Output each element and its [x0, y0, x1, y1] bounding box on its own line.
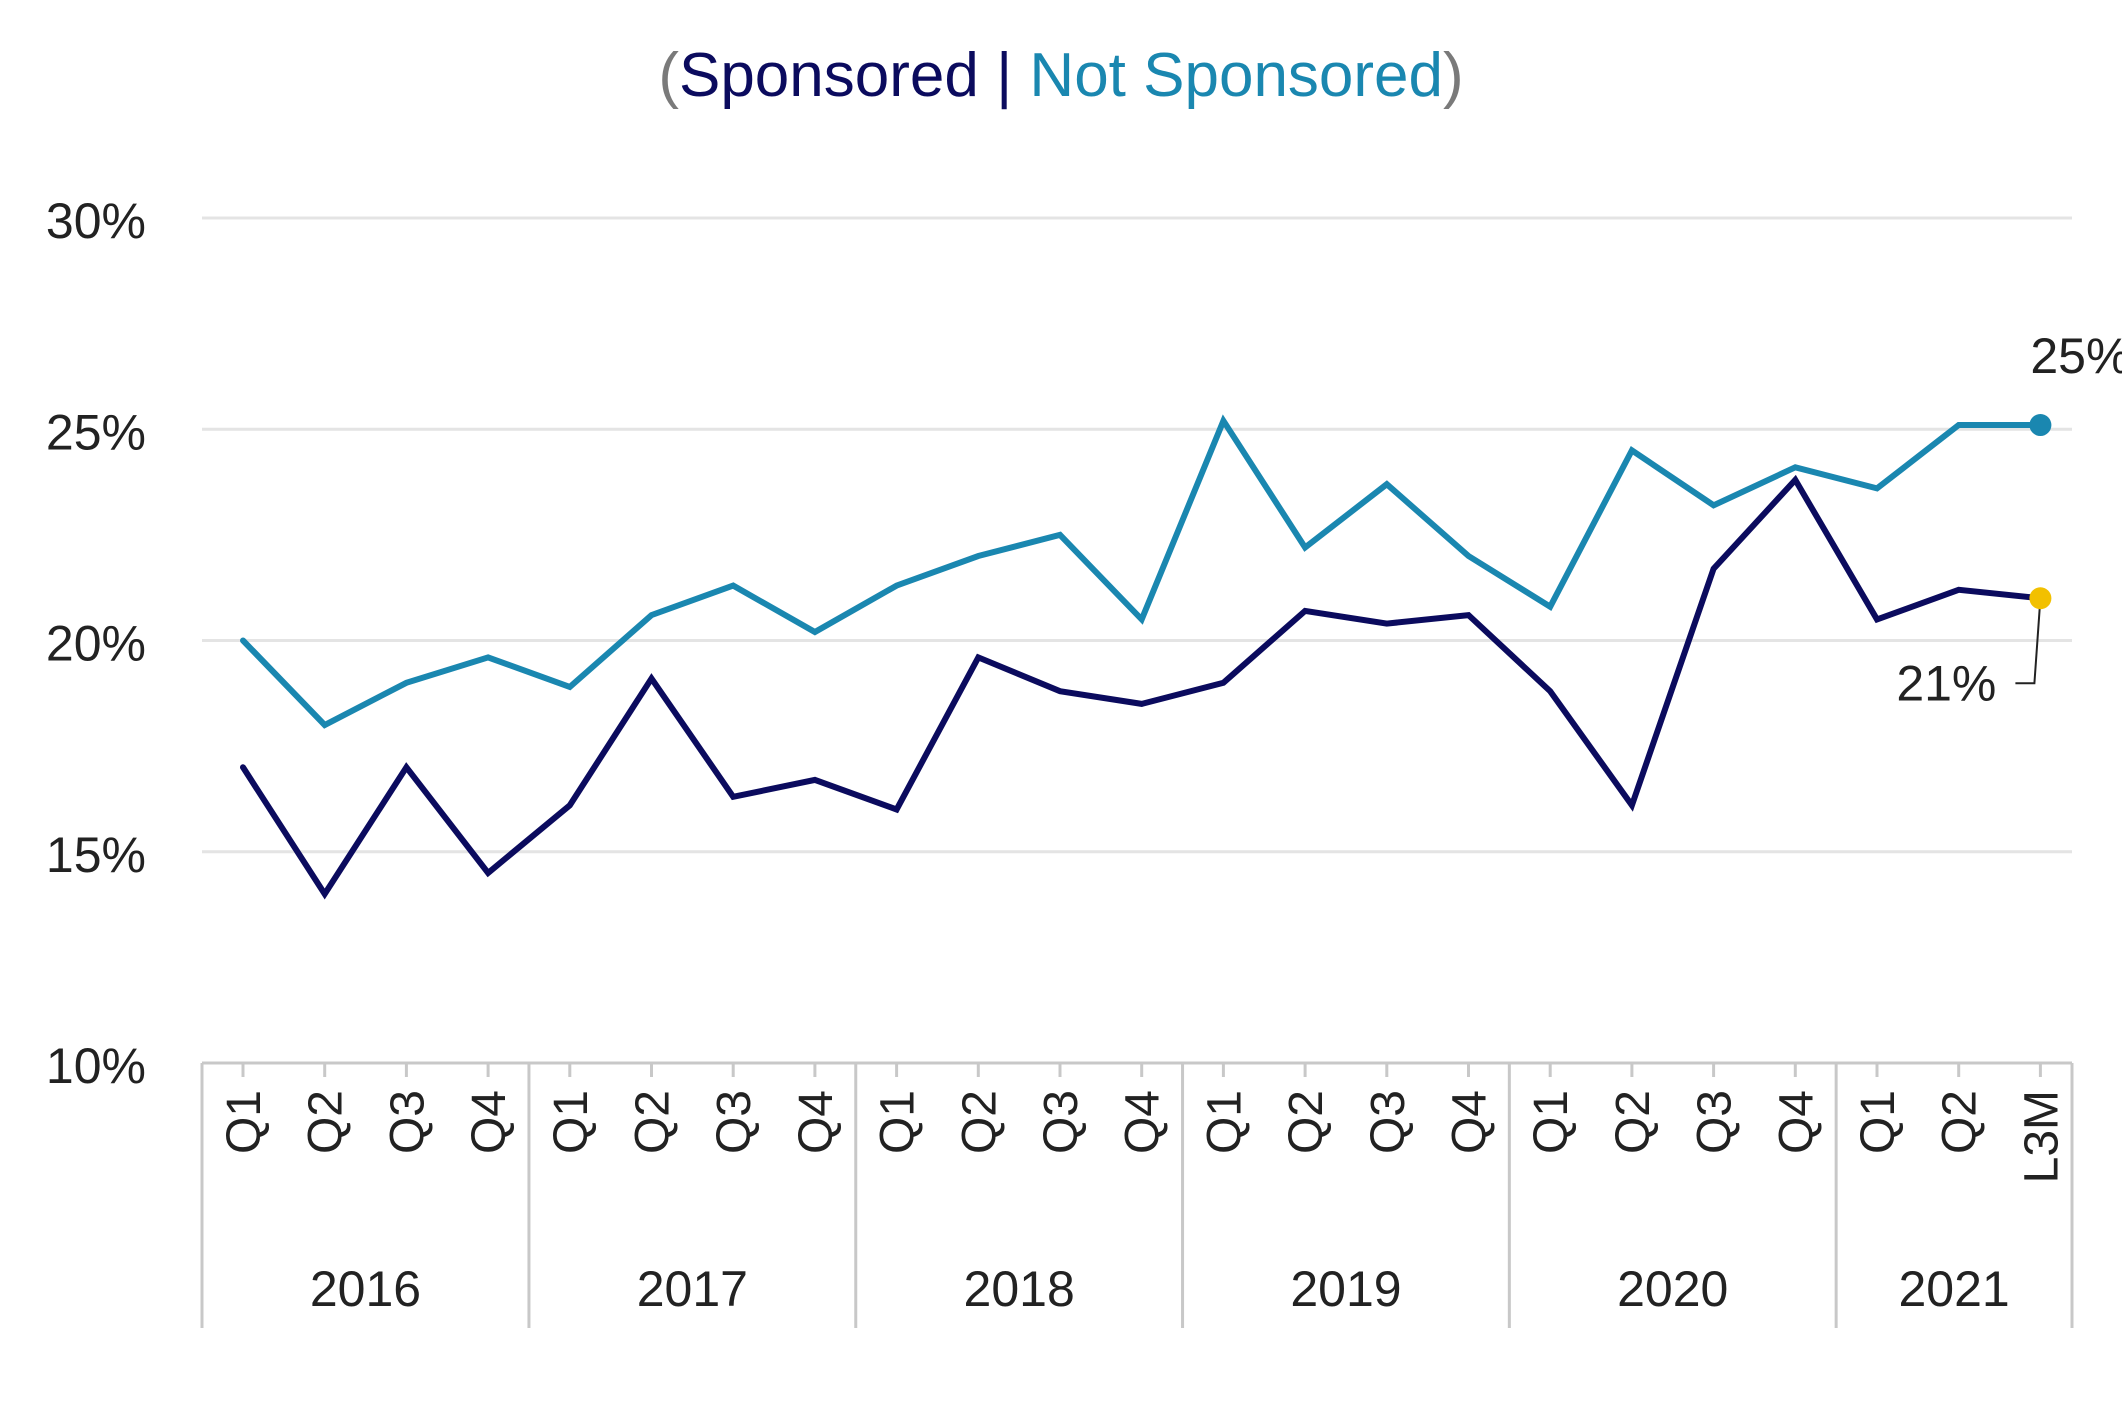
sponsored-end-label: 21% — [1896, 655, 1996, 711]
x-tick-label: Q1 — [1852, 1090, 1905, 1154]
year-label: 2017 — [637, 1261, 748, 1317]
not-sponsored-line — [240, 414, 2044, 729]
x-tick-label: Q3 — [708, 1090, 761, 1154]
y-tick-label: 15% — [46, 827, 146, 883]
x-tick-label: Q1 — [1198, 1090, 1251, 1154]
gridlines — [202, 216, 2072, 854]
year-label: 2020 — [1617, 1261, 1728, 1317]
x-tick-label: Q4 — [1444, 1090, 1497, 1154]
year-label: 2016 — [310, 1261, 421, 1317]
x-tick-label: Q1 — [545, 1090, 598, 1154]
x-tick-label: Q2 — [1280, 1090, 1333, 1154]
x-tick-label: Q2 — [1934, 1090, 1987, 1154]
x-tick-label: Q2 — [300, 1090, 353, 1154]
x-tick-label: Q4 — [1770, 1090, 1823, 1154]
x-tick-label: Q3 — [1035, 1090, 1088, 1154]
y-axis: 10% 15% 20% 25% 30% — [46, 193, 146, 1094]
title-not-sponsored: Not Sponsored — [1029, 41, 1443, 110]
x-tick-label: Q1 — [872, 1090, 925, 1154]
title-separator: | — [979, 41, 1030, 110]
x-tick-label: Q2 — [627, 1090, 680, 1154]
title-close-paren: ) — [1443, 41, 1464, 110]
x-tick-label: Q4 — [790, 1090, 843, 1154]
year-label: 2018 — [964, 1261, 1075, 1317]
y-tick-label: 30% — [46, 193, 146, 249]
x-tick-label: Q3 — [381, 1090, 434, 1154]
x-tick-label: Q3 — [1689, 1090, 1742, 1154]
chart-title: (Sponsored | Not Sponsored) — [658, 41, 1463, 110]
title-sponsored: Sponsored — [679, 41, 979, 110]
sponsored-leader-line — [2015, 598, 2042, 685]
x-tick-label: L3M — [2015, 1090, 2068, 1183]
x-tick-label: Q1 — [218, 1090, 271, 1154]
x-tick-label: Q4 — [1117, 1090, 1170, 1154]
year-label: 2021 — [1898, 1261, 2009, 1317]
year-label: 2019 — [1290, 1261, 1401, 1317]
title-open-paren: ( — [658, 41, 679, 110]
y-tick-label: 20% — [46, 616, 146, 672]
y-tick-label: 25% — [46, 404, 146, 460]
x-tick-label: Q2 — [953, 1090, 1006, 1154]
not-sponsored-end-marker — [2029, 414, 2052, 437]
not-sponsored-end-label: 25% — [2030, 328, 2122, 384]
x-tick-label: Q3 — [1362, 1090, 1415, 1154]
x-tick-label: Q2 — [1607, 1090, 1660, 1154]
x-axis: Q1 Q2 Q3 Q4 Q1 Q2 Q3 Q4 Q1 Q2 Q3 Q4 Q1 Q2 Q3 Q4 Q1 Q2 Q3 Q4… — [200, 1061, 2074, 1328]
x-tick-label: Q1 — [1525, 1090, 1578, 1154]
series-lines — [240, 414, 2044, 900]
data-labels: 25% 21% — [1896, 328, 2122, 711]
sponsored-line — [240, 474, 2044, 900]
y-tick-label: 10% — [46, 1038, 146, 1094]
sponsored-end-marker — [2029, 587, 2052, 610]
x-tick-label: Q4 — [463, 1090, 516, 1154]
